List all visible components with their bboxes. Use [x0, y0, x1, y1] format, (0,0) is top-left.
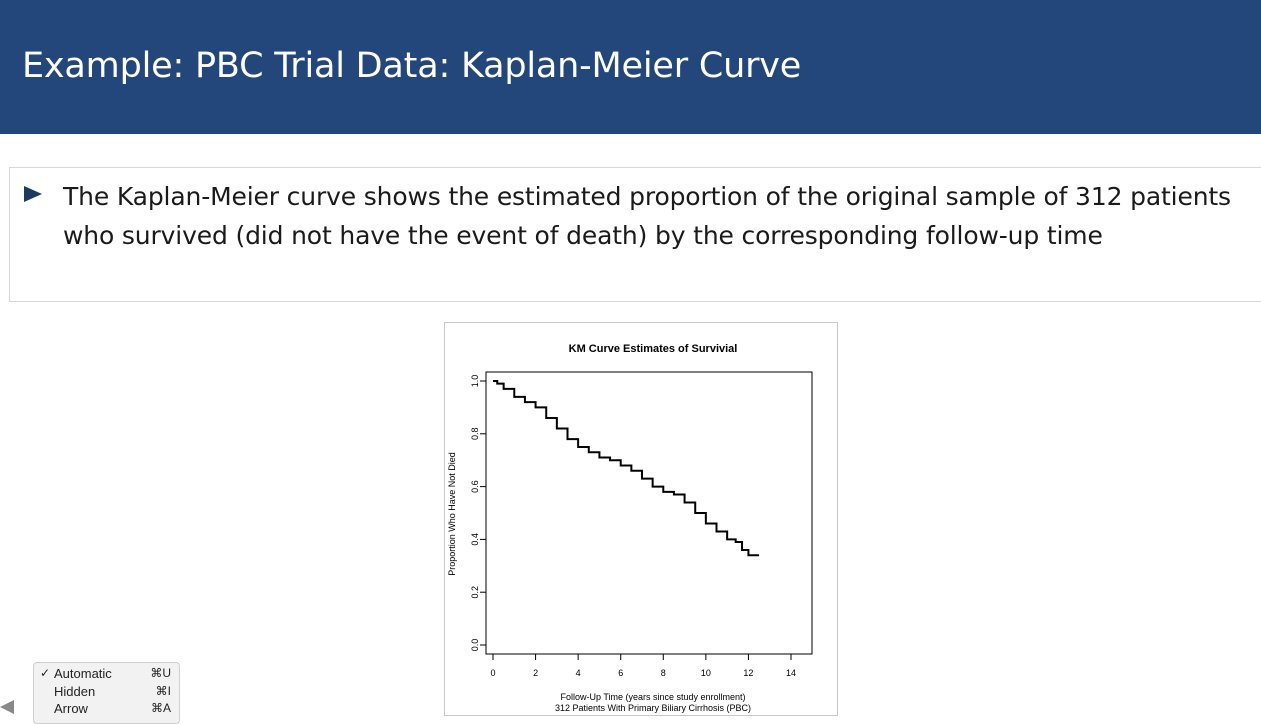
- km-chart: KM Curve Estimates of Survivial 0 2 4 6 8 10 1…: [447, 343, 813, 713]
- checkmark-icon: ✓: [40, 666, 51, 680]
- slide-title: Example: PBC Trial Data: Kaplan-Meier Cu…: [22, 46, 802, 86]
- menu-item-shortcut: ⌘A: [150, 701, 171, 715]
- y-axis-label: Proportion Who Have Not Died: [447, 452, 457, 576]
- bullet-box: [9, 167, 1261, 302]
- menu-item-label: Hidden: [54, 684, 96, 699]
- chart-frame: [444, 322, 838, 716]
- menu-item-hidden[interactable]: Hidden ⌘I: [34, 684, 179, 702]
- bullet-text: The Kaplan-Meier curve shows the estimat…: [63, 182, 1231, 250]
- x-tick-label: 8: [661, 668, 666, 678]
- x-tick-label: 0: [490, 668, 495, 678]
- y-tick-label: 1.0: [470, 375, 480, 388]
- x-tick-label: 6: [618, 668, 623, 678]
- back-arrow-icon[interactable]: [0, 700, 14, 714]
- y-axis: 0.0 0.2 0.4 0.6 0.8 1.0: [470, 375, 486, 652]
- x-axis-label-2: 312 Patients With Primary Biliary Cirrho…: [555, 703, 751, 713]
- x-tick-label: 14: [786, 668, 796, 678]
- plot-box: [485, 371, 813, 655]
- x-tick-label: 12: [743, 668, 753, 678]
- x-axis: 0 2 4 6 8 10 12 14: [490, 654, 796, 678]
- slide-header: Example: PBC Trial Data: Kaplan-Meier Cu…: [0, 0, 1261, 134]
- menu-item-automatic[interactable]: ✓ Automatic ⌘U: [34, 666, 179, 684]
- y-tick-label: 0.2: [470, 586, 480, 599]
- menu-item-shortcut: ⌘I: [155, 684, 171, 698]
- menu-item-label: Arrow: [54, 701, 88, 716]
- x-axis-label: Follow-Up Time (years since study enroll…: [560, 692, 745, 702]
- menu-item-label: Automatic: [54, 666, 112, 681]
- menu-item-shortcut: ⌘U: [150, 666, 171, 680]
- y-tick-label: 0.0: [470, 639, 480, 652]
- x-tick-label: 10: [701, 668, 711, 678]
- pointer-options-menu: ✓ Automatic ⌘U Hidden ⌘I Arrow ⌘A: [33, 662, 180, 724]
- triangle-bullet-icon: [24, 186, 42, 202]
- menu-item-arrow[interactable]: Arrow ⌘A: [34, 701, 179, 719]
- x-tick-label: 4: [576, 668, 581, 678]
- y-tick-label: 0.4: [470, 533, 480, 546]
- y-tick-label: 0.8: [470, 428, 480, 441]
- chart-title: KM Curve Estimates of Survivial: [569, 343, 738, 355]
- y-tick-label: 0.6: [470, 480, 480, 493]
- km-curve-line: [493, 380, 760, 557]
- x-tick-label: 2: [533, 668, 538, 678]
